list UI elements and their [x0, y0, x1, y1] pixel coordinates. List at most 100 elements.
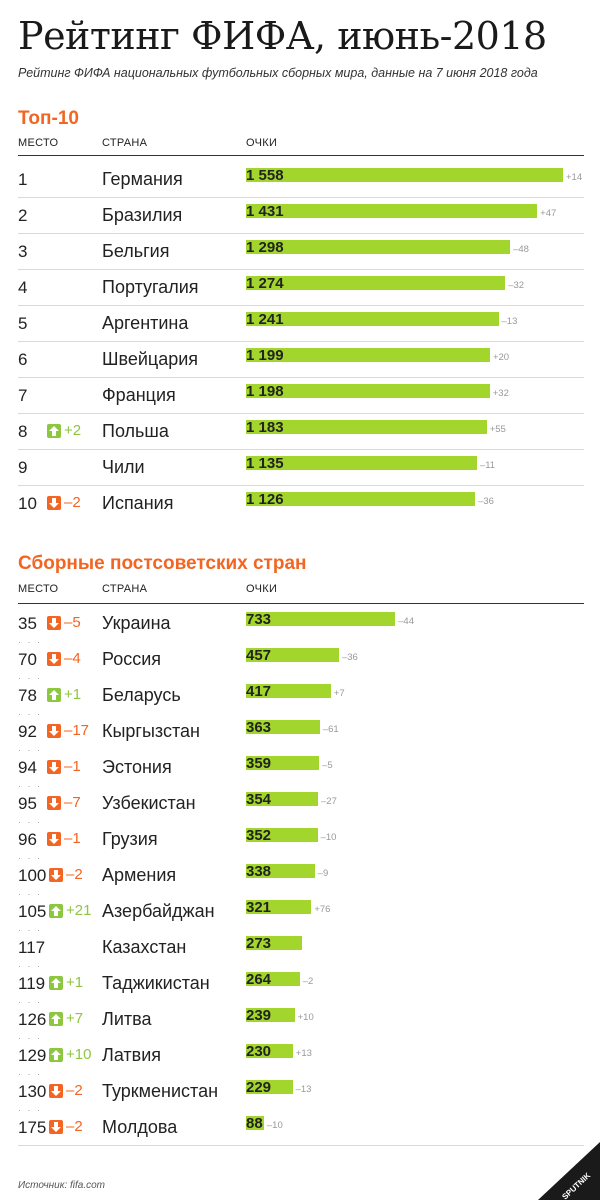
separator-dots: · · ·	[18, 709, 42, 719]
rank-change: +21	[49, 902, 91, 919]
country-name: Польша	[102, 421, 169, 441]
rank-change-value: –17	[64, 722, 90, 739]
points-label: 230	[246, 1043, 272, 1060]
section-title-top10: Топ-10	[18, 108, 79, 129]
points-delta: +7	[333, 688, 345, 699]
rank-value: 9	[18, 458, 28, 477]
rank-change: +1	[49, 974, 83, 991]
separator-dots: · · ·	[18, 1069, 42, 1079]
row-divider	[18, 233, 584, 234]
points-label: 88	[246, 1115, 263, 1132]
separator-dots: · · ·	[18, 1033, 42, 1043]
table-row: 94 –1 Эстония 359 –5 · · ·	[0, 750, 600, 791]
points-label: 352	[246, 827, 272, 844]
rank-value: 95	[18, 794, 37, 813]
points-bar	[246, 1116, 264, 1130]
rank-change-value: +21	[66, 902, 92, 919]
points-delta: +13	[295, 1048, 312, 1059]
points-label: 359	[246, 755, 272, 772]
arrow-down-icon	[47, 795, 61, 810]
rank-value: 8	[18, 422, 28, 441]
country-name: Грузия	[102, 829, 158, 849]
separator-dots: · · ·	[18, 817, 42, 827]
arrow-down-icon	[47, 759, 61, 774]
rank-change: –1	[47, 758, 81, 775]
rank-change-value: –1	[64, 830, 81, 847]
separator-dots: · · ·	[18, 853, 42, 863]
rank-change: –2	[49, 866, 83, 883]
arrow-up-icon	[47, 423, 61, 438]
points-label: 733	[246, 611, 272, 628]
arrow-down-icon	[47, 831, 61, 846]
arrow-down-icon	[49, 867, 63, 882]
points-bar	[246, 168, 563, 182]
points-bar	[246, 720, 320, 734]
table-row: 175 –2 Молдова 88 –10	[0, 1110, 600, 1146]
page-subtitle: Рейтинг ФИФА национальных футбольных сбо…	[18, 66, 538, 80]
sputnik-logo: SPUTNIK	[538, 1142, 600, 1200]
points-bar	[246, 348, 490, 362]
rank-change: –7	[47, 794, 81, 811]
rank-value: 105	[18, 902, 47, 921]
points-delta: –10	[320, 832, 337, 843]
rank-value: 78	[18, 686, 37, 705]
separator-dots: · · ·	[18, 997, 42, 1007]
rank-value: 6	[18, 350, 28, 369]
points-bar	[246, 864, 315, 878]
rank-change: –1	[47, 830, 81, 847]
country-name: Узбекистан	[102, 793, 196, 813]
points-delta: –10	[266, 1120, 283, 1131]
points-bar	[246, 972, 300, 986]
table-row: 78 +1 Беларусь 417 +7 · · ·	[0, 678, 600, 719]
points-bar	[246, 900, 312, 914]
row-divider	[18, 305, 584, 306]
points-bar	[246, 684, 331, 698]
country-name: Азербайджан	[102, 901, 215, 921]
arrow-down-icon	[47, 723, 61, 738]
country-name: Туркменистан	[102, 1081, 219, 1101]
col-head-points: ОЧКИ	[246, 583, 278, 595]
points-label: 229	[246, 1079, 272, 1096]
rank-change-value: +7	[66, 1010, 84, 1027]
points-delta: –44	[398, 616, 414, 627]
rank-change: +7	[49, 1010, 83, 1027]
rank-value: 7	[18, 386, 28, 405]
points-label: 363	[246, 719, 272, 736]
separator-dots: · · ·	[18, 781, 42, 791]
rank-change-value: –2	[64, 494, 81, 511]
row-divider	[18, 449, 584, 450]
row-divider	[18, 197, 584, 198]
header-rule	[18, 155, 584, 156]
table-row: 10 –2 Испания 1 126 –36	[0, 486, 600, 522]
points-delta: +55	[489, 424, 506, 435]
country-name: Франция	[102, 385, 176, 405]
points-delta: +14	[566, 172, 583, 183]
country-name: Чили	[102, 457, 145, 477]
points-bar	[246, 828, 318, 842]
points-delta: –32	[508, 280, 525, 291]
points-delta: –36	[478, 496, 494, 507]
points-bar	[246, 204, 538, 218]
rank-change: –2	[49, 1118, 83, 1135]
arrow-up-icon	[49, 903, 63, 918]
table-row: 5 Аргентина 1 241 –13	[0, 306, 600, 342]
table-row: 6 Швейцария 1 199 +20	[0, 342, 600, 378]
rank-value: 2	[18, 206, 28, 225]
rank-value: 70	[18, 650, 37, 669]
points-label: 321	[246, 899, 272, 916]
rank-value: 126	[18, 1010, 47, 1029]
points-delta: –48	[513, 244, 529, 255]
separator-dots: · · ·	[18, 745, 42, 755]
source-note: Источник: fifa.com	[18, 1180, 106, 1191]
row-divider	[18, 269, 584, 270]
table-row: 105 +21 Азербайджан 321 +76 · · ·	[0, 894, 600, 935]
separator-dots: · · ·	[18, 889, 42, 899]
table-row: 2 Бразилия 1 431 +47	[0, 198, 600, 234]
table-row: 100 –2 Армения 338 –9 · · ·	[0, 858, 600, 899]
arrow-down-icon	[49, 1119, 63, 1134]
table-row: 129 +10 Латвия 230 +13 · · ·	[0, 1038, 600, 1079]
col-head-points: ОЧКИ	[246, 137, 278, 149]
col-head-rank: МЕСТО	[18, 137, 59, 149]
points-label: 273	[246, 935, 272, 952]
table-row: 4 Португалия 1 274 –32	[0, 270, 600, 306]
